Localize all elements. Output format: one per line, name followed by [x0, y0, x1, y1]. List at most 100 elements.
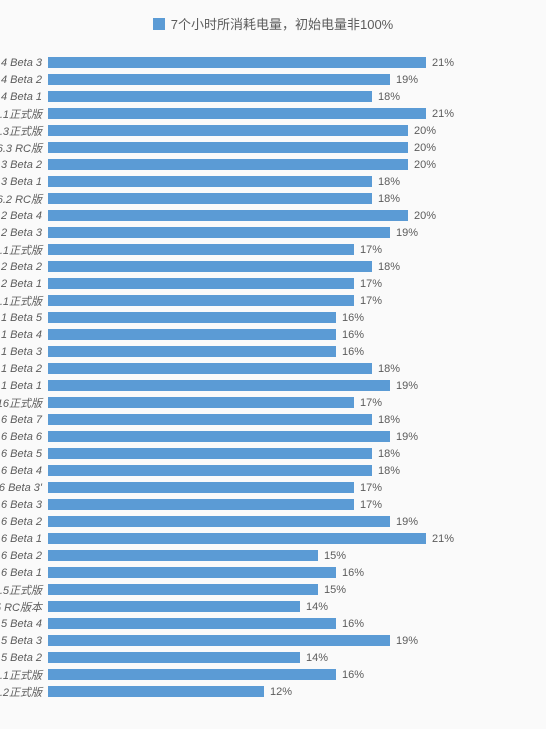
- chart-row-label: iOS 16.2 Beta 1: [0, 278, 48, 290]
- chart-bar: 17%: [48, 295, 354, 306]
- chart-row-label: iOS 15.5 Beta 2: [0, 652, 48, 664]
- chart-row: iOS 15.5 RC版本14%: [48, 598, 498, 615]
- chart-value-label: 19%: [390, 516, 418, 528]
- chart-row: iOS 15.5正式版15%: [48, 581, 498, 598]
- chart-value-label: 16%: [336, 312, 364, 324]
- chart-bar: 14%: [48, 601, 300, 612]
- chart-value-label: 16%: [336, 567, 364, 579]
- chart-row: iOS 16.1 Beta 516%: [48, 309, 498, 326]
- chart-bar: 15%: [48, 584, 318, 595]
- chart-row: iOS 16.1正式版17%: [48, 292, 498, 309]
- chart-row-label: iOS 16.4 Beta 2: [0, 74, 48, 86]
- chart-value-label: 18%: [372, 261, 400, 273]
- chart-bar: 20%: [48, 142, 408, 153]
- chart-value-label: 18%: [372, 176, 400, 188]
- chart-value-label: 20%: [408, 159, 436, 171]
- chart-bar: 18%: [48, 193, 372, 204]
- chart-row-label: iOS 16.1 Beta 4: [0, 329, 48, 341]
- chart-bar: 15%: [48, 550, 318, 561]
- chart-row-label: iOS 16.2 Beta 3: [0, 227, 48, 239]
- chart-row-label: iOS 16 Beta 3': [0, 482, 48, 494]
- legend-text: 7个小时所消耗电量，初始电量非100%: [171, 17, 393, 32]
- chart-bar: 18%: [48, 465, 372, 476]
- chart-row: iOS 16.2 Beta 117%: [48, 275, 498, 292]
- chart-row: iOS 16.1 Beta 416%: [48, 326, 498, 343]
- chart-value-label: 19%: [390, 380, 418, 392]
- chart-legend: 7个小时所消耗电量，初始电量非100%: [0, 14, 546, 33]
- chart-value-label: 12%: [264, 686, 292, 698]
- chart-row-label: iOS 16.1 Beta 2: [0, 363, 48, 375]
- chart-row: iOS 15.5 Beta 214%: [48, 649, 498, 666]
- chart-bar: 12%: [48, 686, 264, 697]
- chart-value-label: 20%: [408, 142, 436, 154]
- chart-bar: 17%: [48, 397, 354, 408]
- chart-value-label: 19%: [390, 74, 418, 86]
- chart-bar: 19%: [48, 431, 390, 442]
- chart-row-label: iOS 16 Beta 1: [0, 533, 48, 545]
- chart-row: iOS 16 Beta 418%: [48, 462, 498, 479]
- chart-value-label: 20%: [408, 210, 436, 222]
- chart-row-label: iOS 16正式版: [0, 395, 48, 411]
- chart-bar: 20%: [48, 210, 408, 221]
- chart-row: iOS 16 Beta 121%: [48, 530, 498, 547]
- chart-row-label: iOS 15.5 RC版本: [0, 599, 48, 615]
- chart-row: iOS 16 Beta 317%: [48, 496, 498, 513]
- chart-row: iOS 16.3 Beta 220%: [48, 156, 498, 173]
- chart-row-label: iOS 16 Beta 6: [0, 431, 48, 443]
- chart-value-label: 18%: [372, 363, 400, 375]
- chart-bar: 16%: [48, 567, 336, 578]
- chart-value-label: 17%: [354, 244, 382, 256]
- chart-bar: 18%: [48, 91, 372, 102]
- chart-value-label: 17%: [354, 278, 382, 290]
- chart-row: iOS 16.2 Beta 218%: [48, 258, 498, 275]
- chart-row-label: iOS 16 Beta 5: [0, 448, 48, 460]
- chart-bar: 19%: [48, 380, 390, 391]
- chart-value-label: 17%: [354, 499, 382, 511]
- chart-row: iOS 16 Beta 619%: [48, 428, 498, 445]
- chart-row-label: iOS 16.2 Beta 2: [0, 261, 48, 273]
- chart-row: iOS 16.1 Beta 218%: [48, 360, 498, 377]
- chart-row-label: iOS16.2 RC版: [0, 191, 48, 207]
- chart-bar: 21%: [48, 57, 426, 68]
- chart-bar: 18%: [48, 176, 372, 187]
- chart-bar: 18%: [48, 261, 372, 272]
- chart-row: iOS 15.6 Beta 116%: [48, 564, 498, 581]
- chart-row-label: iOS 16.2 Beta 4: [0, 210, 48, 222]
- chart-value-label: 15%: [318, 550, 346, 562]
- chart-row-label: iOS 15.5 Beta 3: [0, 635, 48, 647]
- chart-row-label: iOS 16.3.1正式版: [0, 106, 48, 122]
- chart-row-label: iOS 15.4.1正式版: [0, 667, 48, 683]
- chart-value-label: 19%: [390, 227, 418, 239]
- chart-row-label: iOS 16.1正式版: [0, 293, 48, 309]
- chart-value-label: 18%: [372, 193, 400, 205]
- chart-row: iOS 15.5 Beta 416%: [48, 615, 498, 632]
- chart-row-label: iOS 16.1.1正式版: [0, 242, 48, 258]
- chart-bar: 16%: [48, 669, 336, 680]
- chart-row-label: iOS 16.3正式版: [0, 123, 48, 139]
- chart-row: iOS 16.2 Beta 420%: [48, 207, 498, 224]
- chart-bar: 18%: [48, 363, 372, 374]
- chart-row: iOS 16.1 Beta 316%: [48, 343, 498, 360]
- legend-swatch: [153, 18, 165, 30]
- chart-row: iOS 16.4 Beta 321%: [48, 54, 498, 71]
- chart-value-label: 18%: [372, 91, 400, 103]
- chart-bar: 19%: [48, 516, 390, 527]
- chart-value-label: 21%: [426, 533, 454, 545]
- chart-row: iOS 15.4.1正式版16%: [48, 666, 498, 683]
- chart-value-label: 21%: [426, 108, 454, 120]
- chart-value-label: 19%: [390, 635, 418, 647]
- chart-value-label: 17%: [354, 397, 382, 409]
- chart-bar: 17%: [48, 499, 354, 510]
- chart-row-label: iOS 16.3 RC版: [0, 140, 48, 156]
- chart-row: iOS 16.3 RC版20%: [48, 139, 498, 156]
- chart-row: iOS 16正式版17%: [48, 394, 498, 411]
- chart-row-label: iOS 16.3 Beta 1: [0, 176, 48, 188]
- chart-row-label: iOS 16.3 Beta 2: [0, 159, 48, 171]
- chart-row: iOS 16 Beta 518%: [48, 445, 498, 462]
- chart-bar: 16%: [48, 312, 336, 323]
- chart-row-label: iOS 16.1 Beta 5: [0, 312, 48, 324]
- chart-row-label: iOS 15.6 Beta 2: [0, 550, 48, 562]
- chart-row: iOS 16.1.1正式版17%: [48, 241, 498, 258]
- chart-value-label: 17%: [354, 295, 382, 307]
- chart-row-label: iOS 16.4 Beta 3: [0, 57, 48, 69]
